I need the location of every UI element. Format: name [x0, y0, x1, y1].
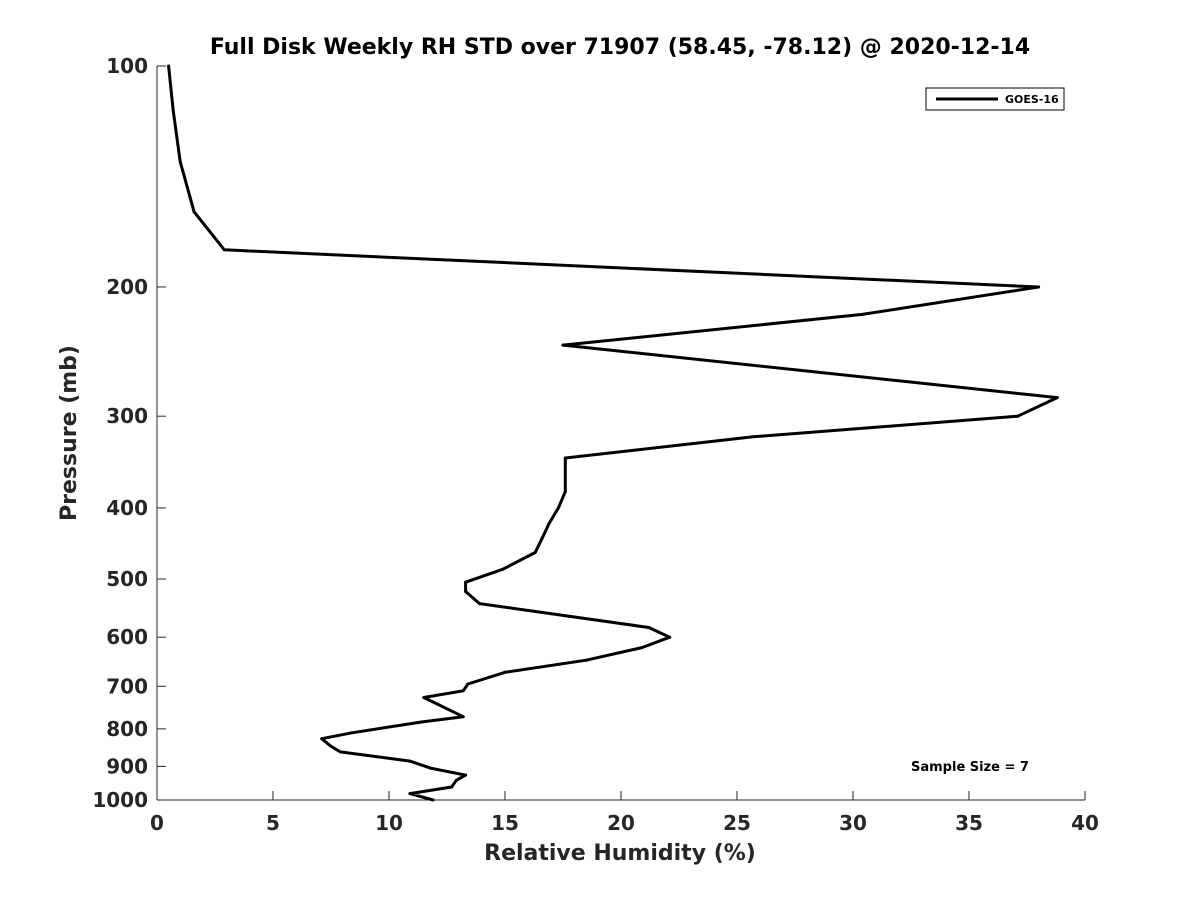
chart-title: Full Disk Weekly RH STD over 71907 (58.4… [210, 35, 1030, 60]
data-point [563, 490, 567, 494]
data-point [320, 737, 324, 741]
data-point [338, 750, 342, 754]
data-point [422, 696, 426, 699]
data-point [478, 602, 481, 606]
x-tick-label: 40 [1071, 811, 1099, 835]
data-point [429, 766, 433, 770]
data-point [454, 778, 458, 782]
sample-size-annotation: Sample Size = 7 [911, 760, 1029, 775]
data-point [1037, 285, 1041, 289]
plot-series [167, 64, 1059, 802]
y-tick-label: 900 [106, 754, 148, 778]
y-tick-label: 700 [106, 674, 148, 698]
data-point [171, 109, 175, 113]
data-point [501, 567, 505, 571]
data-point [167, 64, 171, 68]
x-tick-label: 5 [266, 811, 280, 835]
x-tick-label: 15 [491, 811, 519, 835]
data-point [450, 785, 454, 789]
data-point [408, 792, 412, 796]
y-tick-label: 300 [106, 404, 148, 428]
x-tick-label: 0 [150, 811, 164, 835]
data-point [751, 435, 755, 439]
data-point [350, 731, 354, 735]
x-tick-label: 10 [375, 811, 403, 835]
y-tick-label: 1000 [92, 788, 148, 812]
data-point [503, 670, 507, 674]
data-point [1055, 396, 1059, 400]
data-point [408, 759, 412, 763]
data-point [464, 590, 468, 593]
data-point [178, 160, 182, 164]
data-point [461, 689, 465, 693]
data-point [420, 720, 423, 724]
data-point [222, 248, 226, 252]
data-point [464, 773, 468, 777]
y-tick-label: 500 [106, 567, 148, 591]
x-tick-label: 35 [955, 811, 983, 835]
data-point [668, 635, 672, 639]
data-point [461, 715, 465, 719]
data-point [647, 626, 651, 629]
y-tick-label: 200 [106, 275, 148, 299]
data-point [192, 210, 196, 214]
x-tick-label: 25 [723, 811, 751, 835]
x-tick-label: 30 [839, 811, 867, 835]
data-point [540, 536, 544, 540]
y-tick-label: 400 [106, 496, 148, 520]
y-axis-label: Pressure (mb) [57, 345, 82, 521]
data-point [1016, 414, 1020, 418]
data-point [556, 506, 560, 510]
series-line [167, 65, 1059, 802]
data-point [431, 798, 435, 802]
legend-label: GOES-16 [1005, 93, 1059, 106]
data-point [860, 312, 864, 316]
y-tick-label: 800 [106, 717, 148, 741]
data-point [584, 658, 588, 662]
x-axis-label: Relative Humidity (%) [484, 841, 756, 866]
y-tick-label: 100 [106, 54, 148, 78]
x-tick-label: 20 [607, 811, 635, 835]
data-point [464, 580, 468, 584]
data-point [533, 551, 537, 554]
chart-legend: GOES-16 [925, 87, 1065, 111]
data-point [329, 744, 333, 748]
y-tick-label: 600 [106, 625, 148, 649]
data-point [563, 456, 567, 460]
data-point [561, 343, 565, 347]
data-point [640, 646, 644, 650]
data-point [547, 522, 551, 525]
data-point [466, 682, 470, 686]
plot-axes: 0 5 10 15 20 25 30 35 40 100 200 300 400 500 600 700 800… [92, 54, 1099, 835]
